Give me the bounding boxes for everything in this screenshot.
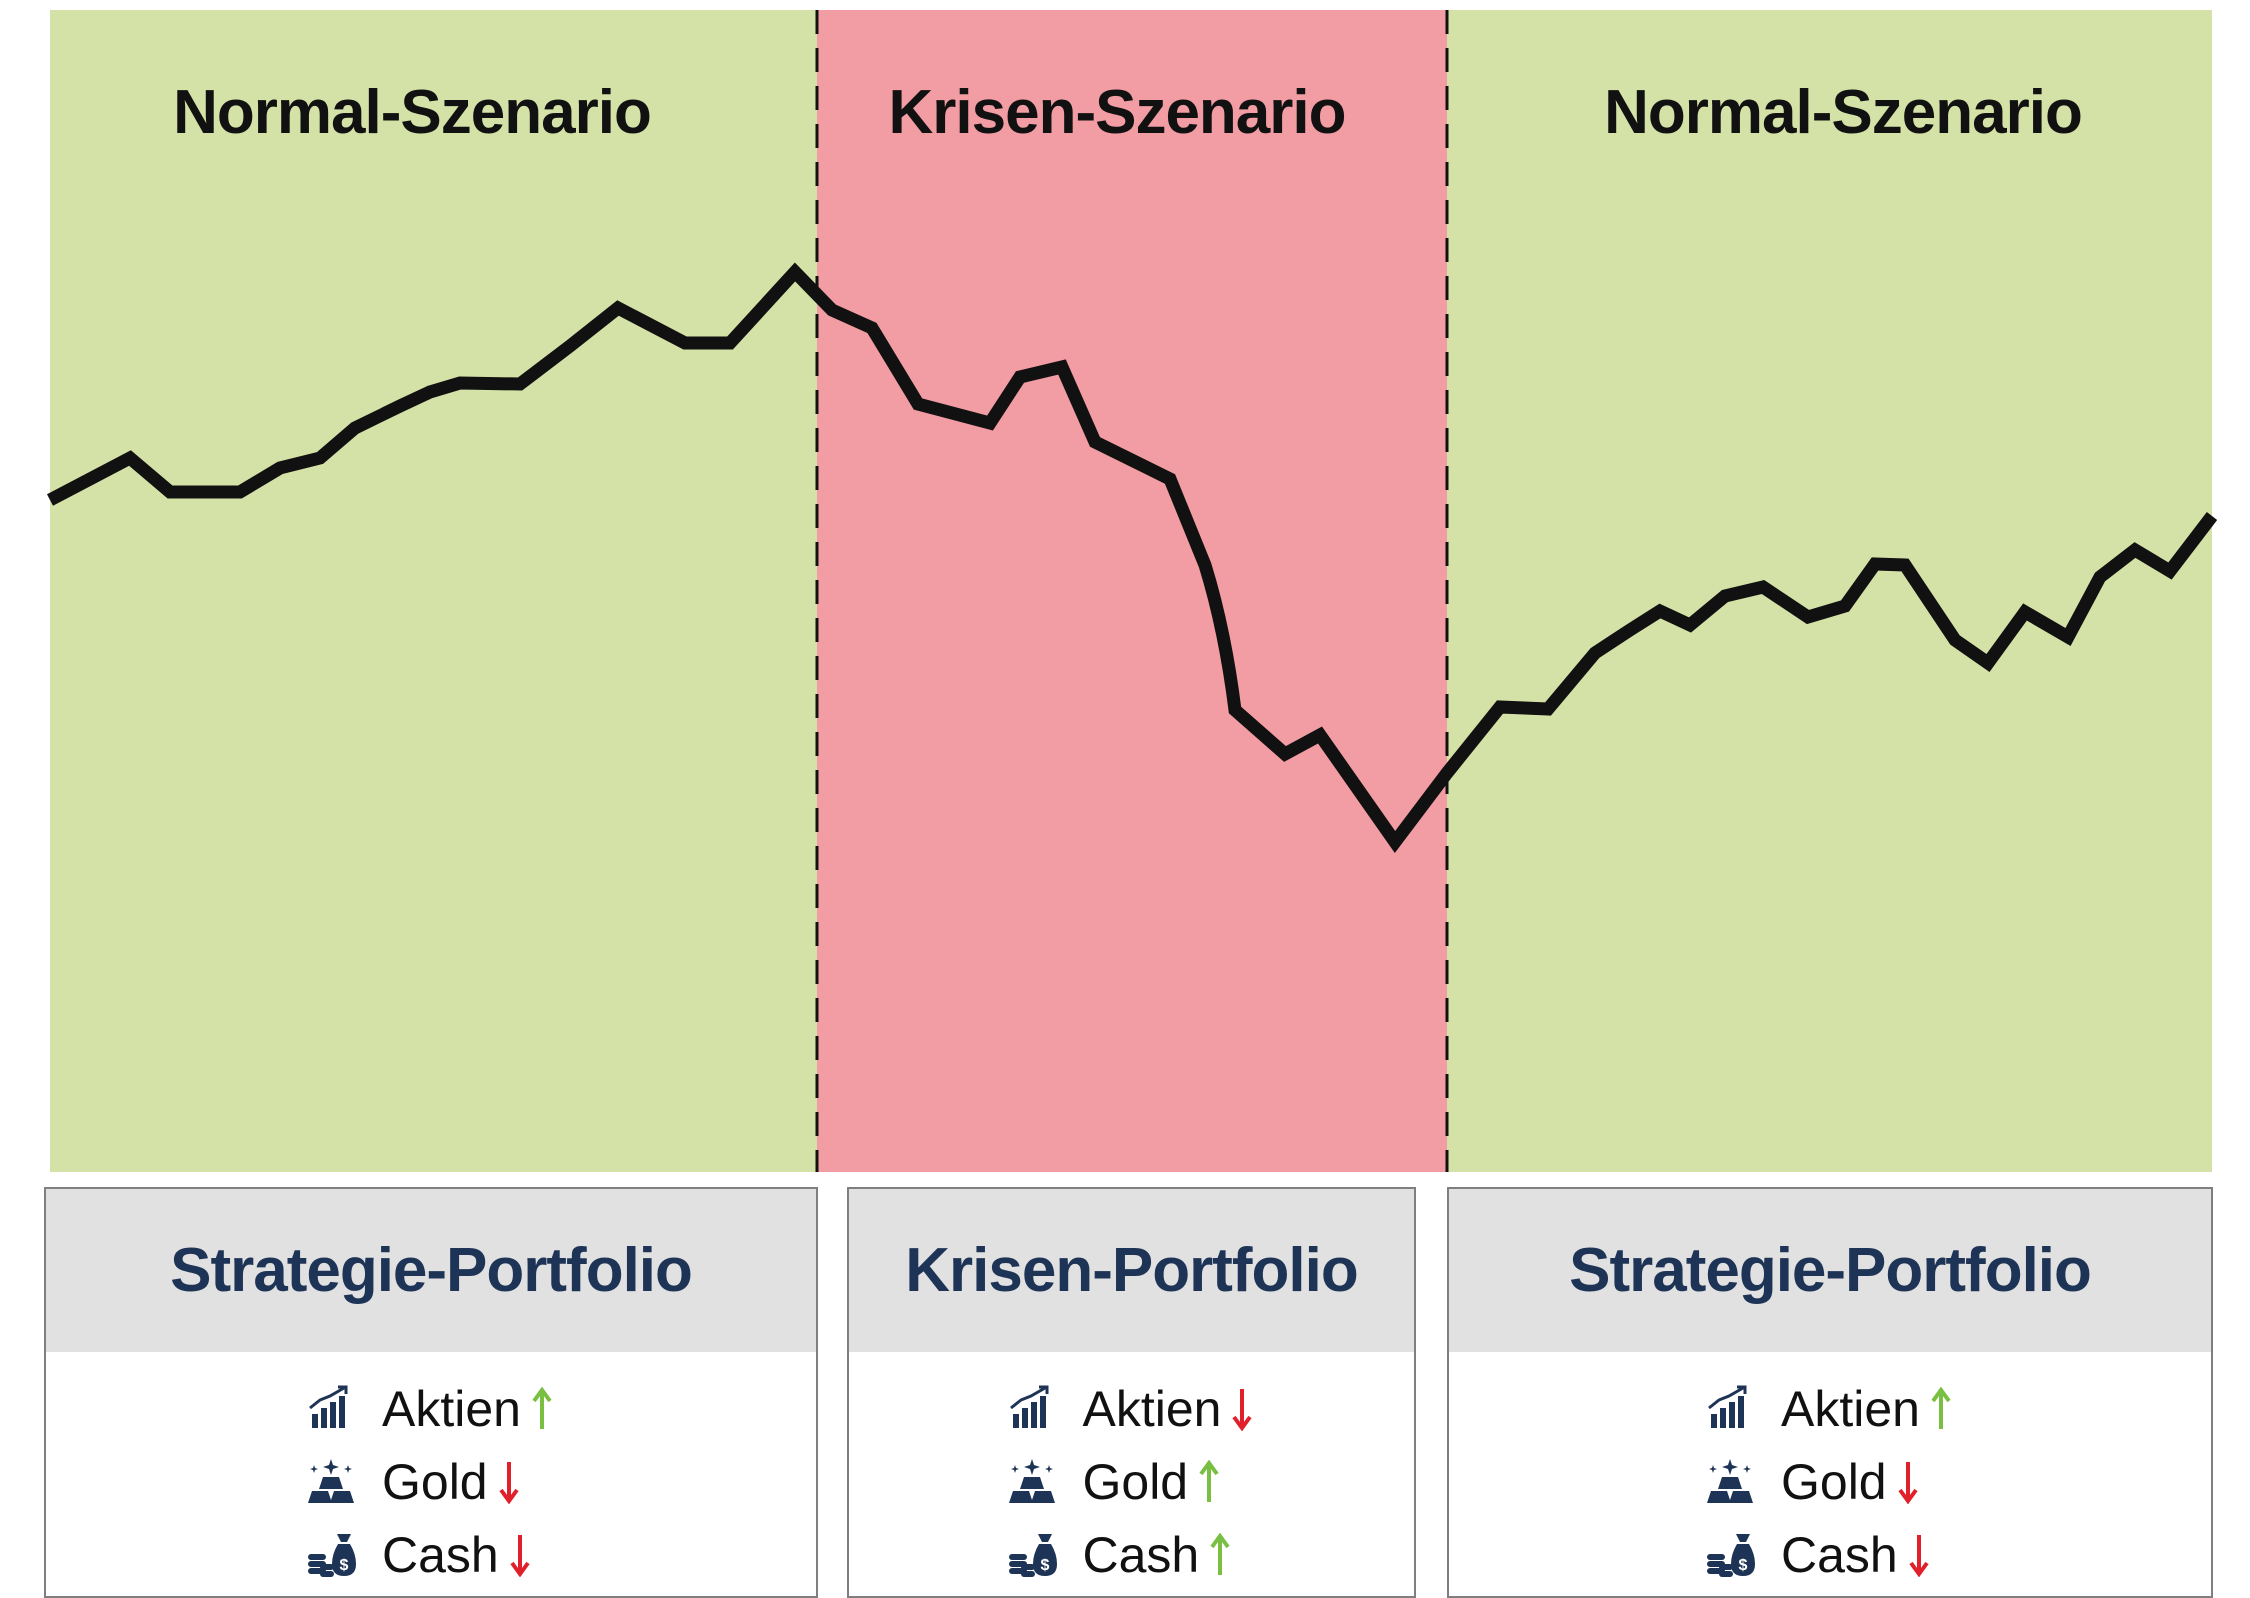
- arrow-down-icon: [509, 1533, 531, 1577]
- arrow-up-icon: [531, 1386, 553, 1431]
- portfolio-card-title: Strategie-Portfolio: [1569, 1236, 2092, 1305]
- asset-label: Cash: [382, 1526, 499, 1583]
- asset-list: Aktien Gold $ Cash: [849, 1352, 1414, 1591]
- asset-item: Gold: [1007, 1453, 1257, 1511]
- zone-title-normal-left: Normal-Szenario: [173, 78, 651, 147]
- asset-item: Gold: [1705, 1453, 1955, 1511]
- portfolio-card-title: Strategie-Portfolio: [170, 1236, 693, 1305]
- asset-item: $ Cash: [1007, 1526, 1257, 1584]
- zone-normal-right: [1447, 10, 2212, 1172]
- bar-chart-icon: [1705, 1384, 1755, 1434]
- money-bag-icon: $: [306, 1530, 356, 1580]
- asset-item: Gold: [306, 1453, 556, 1511]
- asset-label: Aktien: [1781, 1380, 1920, 1437]
- gold-bars-icon: [1705, 1457, 1755, 1507]
- bar-chart-icon: [1007, 1384, 1057, 1434]
- gold-bars-icon: [306, 1457, 356, 1507]
- gold-bars-icon: [1007, 1457, 1057, 1507]
- zone-crisis: [817, 10, 1447, 1172]
- asset-row-cash: $ Cash: [1449, 1518, 2211, 1591]
- portfolio-card-right: Strategie-Portfolio Aktien Gold $ Cash: [1447, 1187, 2213, 1598]
- money-bag-icon: $: [1705, 1530, 1755, 1580]
- asset-item: $ Cash: [306, 1526, 556, 1584]
- asset-label: Aktien: [382, 1380, 521, 1437]
- asset-label: Cash: [1781, 1526, 1898, 1583]
- asset-label: Cash: [1082, 1526, 1200, 1583]
- asset-row-cash: $ Cash: [46, 1518, 816, 1591]
- asset-item: Aktien: [306, 1380, 556, 1438]
- arrow-down-icon: [1908, 1533, 1930, 1577]
- portfolio-card-header: Krisen-Portfolio: [849, 1189, 1414, 1352]
- asset-row-aktien: Aktien: [1449, 1372, 2211, 1445]
- asset-item: Aktien: [1705, 1380, 1955, 1438]
- arrow-down-icon: [1897, 1460, 1919, 1504]
- asset-label: Gold: [382, 1453, 488, 1510]
- asset-row-gold: Gold: [849, 1445, 1414, 1518]
- performance-line: [46, 262, 2218, 854]
- arrow-up-icon: [1198, 1459, 1220, 1504]
- svg-text:$: $: [340, 1557, 349, 1574]
- svg-text:$: $: [1040, 1557, 1049, 1574]
- zone-normal-left: [50, 10, 817, 1172]
- arrow-up-icon: [1930, 1386, 1952, 1431]
- asset-row-aktien: Aktien: [46, 1372, 816, 1445]
- zone-title-crisis: Krisen-Szenario: [888, 78, 1345, 147]
- portfolio-card-left: Strategie-Portfolio Aktien Gold $ Cash: [44, 1187, 818, 1598]
- asset-item: $ Cash: [1705, 1526, 1955, 1584]
- asset-label: Gold: [1082, 1453, 1189, 1510]
- zone-title-normal-right: Normal-Szenario: [1604, 78, 2082, 147]
- asset-list: Aktien Gold $ Cash: [46, 1352, 816, 1591]
- bar-chart-icon: [306, 1384, 356, 1434]
- asset-row-cash: $ Cash: [849, 1518, 1414, 1591]
- money-bag-icon: $: [1007, 1530, 1057, 1580]
- svg-text:$: $: [1739, 1557, 1748, 1574]
- asset-row-gold: Gold: [46, 1445, 816, 1518]
- portfolio-card-center: Krisen-Portfolio Aktien Gold $ Cash: [847, 1187, 1416, 1598]
- asset-label: Gold: [1781, 1453, 1887, 1510]
- asset-item: Aktien: [1007, 1380, 1257, 1438]
- arrow-down-icon: [1231, 1387, 1253, 1431]
- scenario-chart: Normal-Szenario Krisen-Szenario Normal-S…: [46, 10, 2218, 1172]
- portfolio-card-header: Strategie-Portfolio: [1449, 1189, 2211, 1352]
- arrow-up-icon: [1209, 1532, 1231, 1577]
- arrow-down-icon: [498, 1460, 520, 1504]
- asset-label: Aktien: [1082, 1380, 1222, 1437]
- asset-list: Aktien Gold $ Cash: [1449, 1352, 2211, 1591]
- portfolio-card-title: Krisen-Portfolio: [905, 1236, 1358, 1305]
- asset-row-aktien: Aktien: [849, 1372, 1414, 1445]
- asset-row-gold: Gold: [1449, 1445, 2211, 1518]
- portfolio-card-header: Strategie-Portfolio: [46, 1189, 816, 1352]
